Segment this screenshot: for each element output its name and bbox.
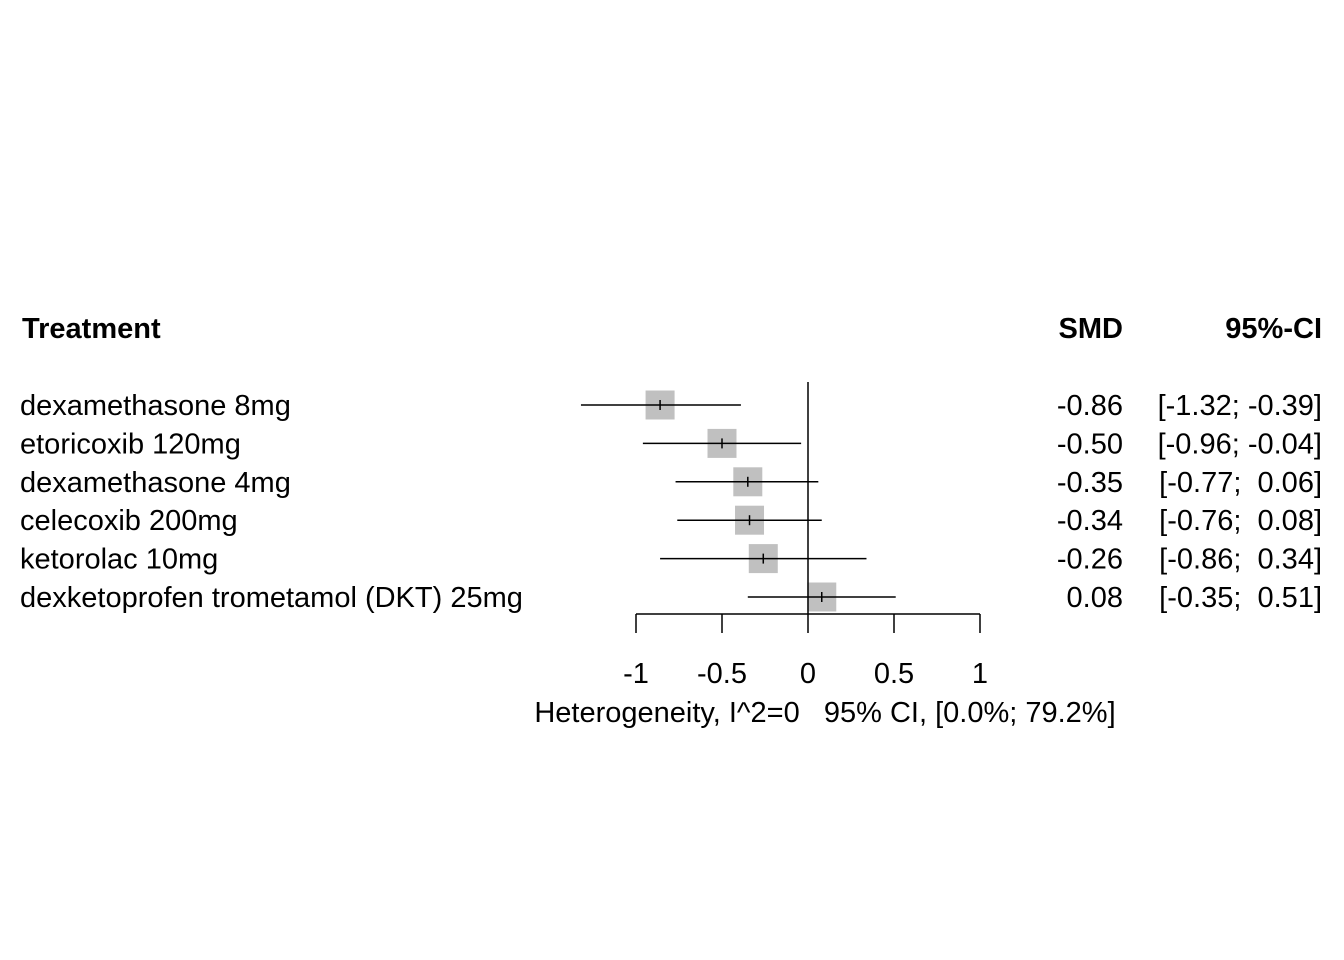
header-smd: SMD (1059, 313, 1123, 345)
ci-value: [-0.35; 0.51] (1159, 582, 1322, 614)
forest-row: ketorolac 10mg -0.26 [-0.86; 0.34] (20, 544, 1322, 576)
header-treatment: Treatment (22, 313, 161, 345)
axis-tick-label: 1 (972, 658, 988, 690)
effect-value: -0.50 (1057, 428, 1123, 460)
forest-row: etoricoxib 120mg -0.50 [-0.96; -0.04] (20, 428, 1322, 460)
row-label: ketorolac 10mg (20, 544, 218, 576)
effect-value: -0.26 (1057, 544, 1123, 576)
row-label: dexamethasone 8mg (20, 390, 291, 422)
rows-layer: dexamethasone 8mg -0.86 [-1.32; -0.39] etor… (20, 390, 1322, 614)
ci-value: [-0.76; 0.08] (1159, 505, 1322, 537)
row-label: dexamethasone 4mg (20, 467, 291, 499)
forest-row: celecoxib 200mg -0.34 [-0.76; 0.08] (20, 505, 1322, 537)
axis-tick-label: 0.5 (874, 658, 914, 690)
x-axis: -1 -0.5 0 0.5 1 (623, 613, 988, 690)
axis-tick-label: -0.5 (697, 658, 747, 690)
heterogeneity-footnote: Heterogeneity, I^2=0 95% CI, [0.0%; 79.2… (534, 697, 1115, 729)
axis-tick-label: -1 (623, 658, 649, 690)
row-label: etoricoxib 120mg (20, 428, 241, 460)
forest-row: dexamethasone 8mg -0.86 [-1.32; -0.39] (20, 390, 1322, 422)
forest-row: dexamethasone 4mg -0.35 [-0.77; 0.06] (20, 467, 1322, 499)
ci-value: [-1.32; -0.39] (1158, 390, 1322, 422)
ci-value: [-0.86; 0.34] (1159, 544, 1322, 576)
row-label: dexketoprofen trometamol (DKT) 25mg (20, 582, 523, 614)
effect-value: -0.34 (1057, 505, 1123, 537)
effect-value: -0.86 (1057, 390, 1123, 422)
effect-value: -0.35 (1057, 467, 1123, 499)
ci-value: [-0.77; 0.06] (1159, 467, 1322, 499)
forest-row: dexketoprofen trometamol (DKT) 25mg 0.08 [… (20, 582, 1322, 614)
axis-tick-label: 0 (800, 658, 816, 690)
header-ci: 95%-CI (1225, 313, 1322, 345)
row-label: celecoxib 200mg (20, 505, 238, 537)
ci-value: [-0.96; -0.04] (1158, 428, 1322, 460)
effect-value: 0.08 (1067, 582, 1123, 614)
